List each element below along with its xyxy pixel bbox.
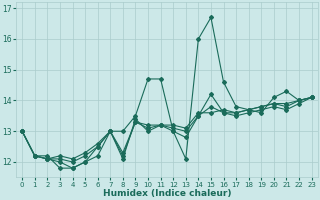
- X-axis label: Humidex (Indice chaleur): Humidex (Indice chaleur): [103, 189, 231, 198]
